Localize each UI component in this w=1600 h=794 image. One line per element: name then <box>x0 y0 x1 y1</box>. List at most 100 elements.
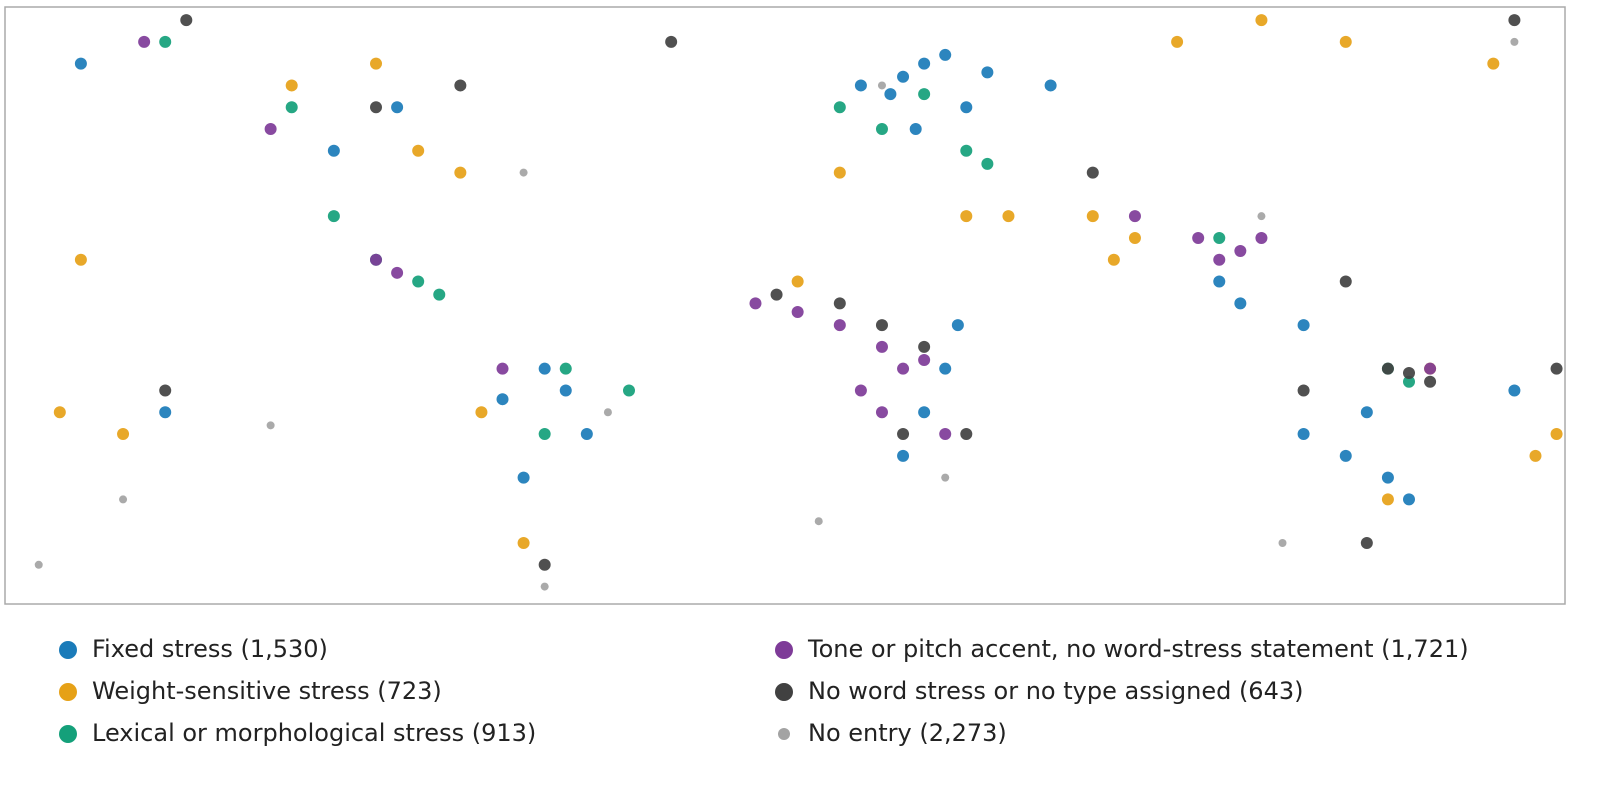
point <box>538 428 551 441</box>
point <box>877 81 886 90</box>
point <box>517 471 530 484</box>
point <box>1213 231 1226 244</box>
point <box>875 340 888 353</box>
point <box>1234 297 1247 310</box>
point <box>960 144 973 157</box>
point <box>1339 35 1352 48</box>
point <box>770 288 783 301</box>
point <box>519 168 528 177</box>
point <box>370 101 383 114</box>
point <box>159 384 172 397</box>
point <box>454 79 467 92</box>
point <box>918 57 931 70</box>
point <box>960 210 973 223</box>
point <box>854 79 867 92</box>
legend-label: Fixed stress (1,530) <box>92 635 328 663</box>
point <box>538 362 551 375</box>
point <box>475 406 488 419</box>
point <box>897 362 910 375</box>
point <box>1403 367 1415 380</box>
point <box>1360 406 1373 419</box>
point <box>875 319 888 332</box>
map-frame <box>4 6 1566 605</box>
point <box>941 473 950 482</box>
point <box>1424 362 1437 375</box>
point <box>1278 538 1287 547</box>
point <box>1086 166 1099 179</box>
point <box>517 536 530 549</box>
point <box>559 362 572 375</box>
point <box>1128 231 1141 244</box>
point <box>1297 428 1310 441</box>
point <box>117 428 130 441</box>
point <box>1360 536 1373 549</box>
point <box>981 66 994 79</box>
point <box>540 582 549 591</box>
point <box>814 517 823 526</box>
point <box>412 144 425 157</box>
point <box>939 48 952 61</box>
point <box>264 123 277 136</box>
legend-marker <box>775 683 793 701</box>
points <box>34 14 1563 591</box>
point <box>909 123 922 136</box>
point <box>1339 449 1352 462</box>
point <box>833 166 846 179</box>
legend-label: No word stress or no type assigned (643) <box>808 677 1303 705</box>
point <box>285 79 298 92</box>
point <box>833 319 846 332</box>
point <box>34 560 43 569</box>
legend-label: Tone or pitch accent, no word-stress sta… <box>807 635 1469 663</box>
legend-marker <box>59 683 77 701</box>
legend-marker <box>59 725 77 743</box>
point <box>665 35 678 48</box>
point <box>918 88 931 101</box>
point <box>603 408 612 417</box>
point <box>1255 14 1268 27</box>
point <box>791 275 804 288</box>
point <box>159 406 172 419</box>
point <box>918 353 931 366</box>
point <box>897 428 910 441</box>
point <box>1339 275 1352 288</box>
point <box>53 406 66 419</box>
point <box>1550 362 1563 375</box>
point <box>951 319 964 332</box>
point <box>1297 384 1310 397</box>
point <box>960 428 973 441</box>
point <box>180 14 193 27</box>
legend-marker <box>775 641 793 659</box>
point <box>119 495 128 504</box>
point <box>370 253 383 266</box>
point <box>1213 275 1226 288</box>
point <box>391 266 404 279</box>
point <box>833 101 846 114</box>
point <box>1381 362 1394 375</box>
legend-marker <box>778 728 790 740</box>
point <box>1213 253 1226 266</box>
point <box>1297 319 1310 332</box>
point <box>875 123 888 136</box>
point <box>1508 384 1521 397</box>
point <box>1487 57 1500 70</box>
point <box>1381 471 1394 484</box>
point <box>1550 428 1563 441</box>
legend-label: Lexical or morphological stress (913) <box>92 719 536 747</box>
point <box>1107 253 1120 266</box>
point <box>327 144 340 157</box>
point <box>1128 210 1141 223</box>
point <box>749 297 762 310</box>
point <box>960 101 973 114</box>
point <box>1508 14 1521 27</box>
point <box>1044 79 1057 92</box>
point <box>370 57 383 70</box>
point <box>412 275 425 288</box>
point <box>1255 231 1268 244</box>
point <box>939 362 952 375</box>
point <box>580 428 593 441</box>
point <box>1424 375 1437 388</box>
point <box>897 449 910 462</box>
legend-label: Weight-sensitive stress (723) <box>92 677 442 705</box>
